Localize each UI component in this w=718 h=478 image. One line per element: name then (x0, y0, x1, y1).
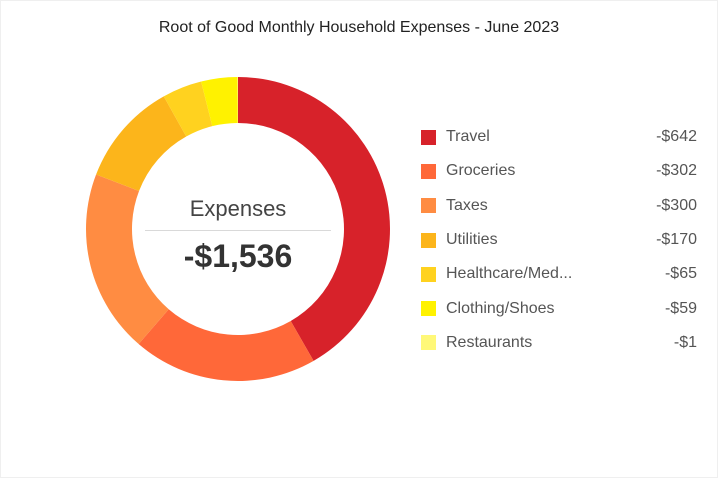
legend-label: Taxes (446, 196, 488, 214)
legend-swatch-clothing (421, 301, 436, 317)
donut-center-label: Expenses (189, 196, 287, 221)
legend-item-utilities[interactable]: Utilities -$170 (421, 223, 697, 257)
donut-slice-travel[interactable] (238, 77, 391, 361)
legend-swatch-healthcare (421, 266, 436, 282)
legend-label: Travel (446, 128, 490, 146)
legend-item-groceries[interactable]: Groceries -$302 (421, 154, 697, 188)
legend-label: Groceries (446, 162, 516, 180)
chart-title: Root of Good Monthly Household Expenses … (158, 19, 560, 36)
donut-slice-utilities[interactable] (96, 96, 187, 192)
legend-swatch-taxes (421, 198, 436, 214)
legend-value: -$302 (656, 162, 697, 180)
legend-swatch-travel (421, 129, 436, 145)
donut-slice-taxes[interactable] (86, 174, 169, 345)
legend-label: Clothing/Shoes (446, 299, 555, 317)
legend-value: -$642 (656, 128, 697, 146)
legend-swatch-groceries (421, 163, 436, 179)
legend-item-travel[interactable]: Travel -$642 (421, 120, 697, 154)
legend-label: Healthcare/Med... (446, 265, 573, 283)
donut-chart (86, 77, 391, 381)
legend: Travel -$642 Groceries -$302 Taxes -$300… (421, 120, 697, 360)
legend-item-taxes[interactable]: Taxes -$300 (421, 189, 697, 223)
donut-slice-groceries[interactable] (138, 309, 314, 381)
legend-value: -$59 (664, 299, 697, 317)
donut-slice-clothing-shoes[interactable] (201, 77, 238, 127)
legend-value: -$300 (656, 196, 697, 214)
legend-swatch-utilities (421, 232, 436, 248)
legend-label: Restaurants (446, 333, 533, 351)
legend-item-restaurants[interactable]: Restaurants -$1 (421, 326, 697, 360)
legend-item-healthcare[interactable]: Healthcare/Med... -$65 (421, 257, 697, 291)
donut-slice-restaurants[interactable] (237, 77, 238, 124)
legend-value: -$65 (664, 265, 697, 283)
donut-slice-healthcare-med[interactable] (163, 81, 213, 137)
legend-label: Utilities (446, 231, 498, 249)
legend-swatch-restaurants (421, 335, 436, 351)
donut-center-total: -$1,536 (183, 238, 293, 274)
donut-center-divider (145, 230, 331, 231)
legend-item-clothing[interactable]: Clothing/Shoes -$59 (421, 291, 697, 325)
legend-value: -$1 (673, 333, 697, 351)
legend-value: -$170 (656, 231, 697, 249)
